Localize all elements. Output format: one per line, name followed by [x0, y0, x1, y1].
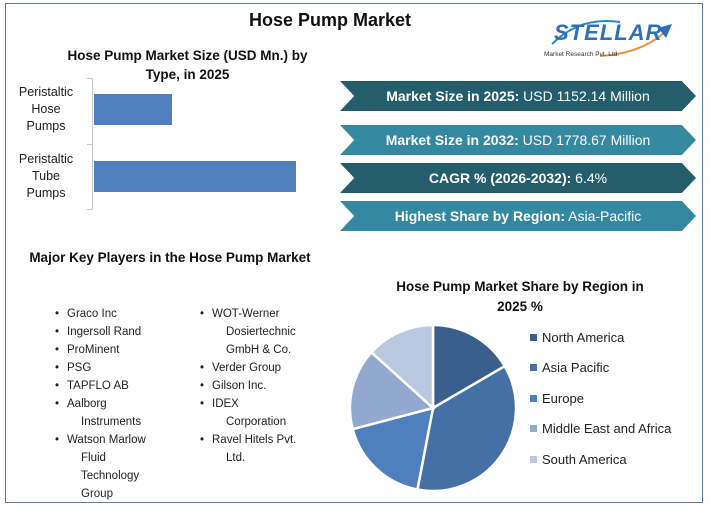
- logo-subtitle: Market Research Pvt. Ltd.: [544, 51, 620, 58]
- stat-value: 6.4%: [571, 170, 608, 186]
- legend-swatch-icon: [530, 455, 537, 463]
- label-line: Pumps: [26, 186, 66, 200]
- key-player-item: Aalborg Instruments: [55, 395, 146, 431]
- logo-swoosh-icon: [551, 20, 672, 57]
- key-player-item: Gilson Inc.: [200, 377, 296, 395]
- bar-label-tube: Peristaltic Tube Pumps: [10, 151, 82, 202]
- key-player-item: Ingersoll Rand: [55, 323, 146, 341]
- stat-value: USD 1778.67 Million: [518, 132, 651, 148]
- stat-label: Highest Share by Region:: [394, 208, 566, 224]
- key-player-name-line: PSG: [67, 362, 92, 374]
- key-player-name-line: Fluid: [81, 452, 106, 464]
- legend-label: Middle East and Africa: [542, 421, 672, 436]
- axis-tick: [87, 144, 93, 145]
- stat-banner-highest-region: Highest Share by Region: Asia-Pacific: [340, 201, 696, 231]
- key-player-item: Watson Marlow Fluid Technology Group: [55, 431, 146, 503]
- label-line: Pumps: [26, 119, 66, 133]
- bar-hose-pumps: [94, 94, 173, 125]
- legend-item-middle-east-and-africa: Middle East and Africa: [530, 419, 671, 439]
- pie-slice-south-america: [369, 324, 435, 411]
- key-player-name-line: Ingersoll Rand: [67, 326, 142, 338]
- key-player-item: Graco Inc: [55, 305, 146, 323]
- logo-word: STELLAR: [554, 20, 663, 45]
- bar-chart-title-line1: Hose Pump Market Size (USD Mn.) by: [67, 48, 308, 63]
- legend-label: Europe: [542, 390, 584, 406]
- legend-swatch-icon: [530, 333, 537, 341]
- stat-value: USD 1152.14 Million: [519, 88, 650, 104]
- key-player-item: ProMinent: [55, 341, 146, 359]
- key-player-name-line: Verder Group: [212, 362, 282, 374]
- key-player-name-line: Gilson Inc.: [212, 380, 267, 392]
- label-line: Peristaltic: [18, 85, 74, 99]
- legend-item-europe: Europe: [530, 388, 671, 408]
- key-player-name-line: Watson Marlow: [67, 434, 146, 446]
- players-list-col2: WOT-Werner Dosiertechnic GmbH & Co. Verder …: [200, 305, 296, 467]
- stat-label: Market Size in 2032:: [385, 132, 519, 148]
- pie-title-line1: Hose Pump Market Share by Region in: [396, 279, 644, 294]
- stat-value: Asia-Pacific: [565, 208, 642, 224]
- key-player-item: Verder Group: [200, 359, 296, 377]
- key-players-title: Major Key Players in the Hose Pump Marke…: [29, 250, 311, 265]
- players-list-col1: Graco Inc Ingersoll Rand ProMinent PSG TAPFL…: [55, 305, 146, 503]
- label-line: Peristaltic: [18, 152, 74, 166]
- legend-label: Asia Pacific: [542, 360, 610, 375]
- stat-banner-market-size-2025: Market Size in 2025: USD 1152.14 Million: [340, 81, 696, 111]
- pie-slice-europe: [351, 406, 435, 491]
- axis-tick: [87, 78, 93, 79]
- key-player-name-line: WOT-Werner: [212, 308, 280, 320]
- pie-slice-middle-east-and-africa: [349, 350, 436, 431]
- pie-slice-north-america: [431, 324, 507, 411]
- key-player-name-line: Ltd.: [226, 452, 246, 464]
- key-player-name-line: ProMinent: [67, 344, 120, 356]
- key-player-item: PSG: [55, 359, 146, 377]
- key-player-item: WOT-Werner Dosiertechnic GmbH & Co.: [200, 305, 296, 359]
- key-player-name-line: Ravel Hitels Pvt.: [212, 434, 297, 446]
- legend-label: North America: [542, 329, 625, 345]
- key-player-name-line: Corporation: [226, 416, 287, 428]
- key-player-name-line: GmbH & Co.: [226, 344, 292, 356]
- stat-banner-cagr: CAGR % (2026-2032): 6.4%: [340, 163, 696, 193]
- key-player-item: TAPFLO AB: [55, 377, 146, 395]
- legend-swatch-icon: [530, 394, 537, 402]
- legend-item-south-america: South America: [530, 449, 671, 469]
- bar-tube-pumps: [94, 161, 296, 192]
- stat-label: CAGR % (2026-2032):: [428, 170, 572, 186]
- legend-swatch-icon: [530, 364, 537, 371]
- key-player-item: Ravel Hitels Pvt. Ltd.: [200, 431, 296, 467]
- pie-slice-asia-pacific: [415, 364, 517, 492]
- key-player-name-line: Instruments: [81, 416, 142, 428]
- axis-tick: [87, 209, 93, 210]
- page-title: Hose Pump Market: [248, 10, 412, 30]
- pie-title-line2: 2025 %: [497, 299, 543, 314]
- label-line: Hose: [31, 102, 61, 116]
- stellar-logo: STELLAR Market Research Pvt. Ltd.: [540, 14, 680, 64]
- pie-chart-title: Hose Pump Market Share by Region in 2025…: [370, 277, 670, 317]
- label-line: Tube: [31, 169, 61, 183]
- key-player-name-line: IDEX: [212, 398, 239, 410]
- key-player-name-line: TAPFLO AB: [67, 380, 129, 392]
- legend-swatch-icon: [530, 425, 537, 432]
- legend-item-north-america: North America: [530, 327, 671, 347]
- legend-label: South America: [542, 451, 627, 467]
- rising-arrow-icon: [658, 24, 672, 38]
- stat-banner-market-size-2032: Market Size in 2032: USD 1778.67 Million: [340, 125, 696, 155]
- key-player-name-line: Technology: [81, 470, 140, 482]
- key-player-name-line: Group: [81, 488, 113, 500]
- key-player-name-line: Aalborg: [67, 398, 107, 410]
- key-player-name-line: Dosiertechnic: [226, 326, 296, 338]
- bar-chart-title: Hose Pump Market Size (USD Mn.) by Type,…: [50, 46, 325, 84]
- bar-chart-title-line2: Type, in 2025: [145, 67, 230, 82]
- stat-label: Market Size in 2025:: [386, 88, 520, 104]
- pie-legend: North America Asia Pacific Europe Middle Ea…: [530, 327, 671, 480]
- infographic-frame: [5, 3, 703, 503]
- bar-label-hose: Peristaltic Hose Pumps: [10, 84, 82, 135]
- pie-chart: [349, 324, 517, 492]
- key-player-name-line: Graco Inc: [67, 308, 117, 320]
- key-player-item: IDEX Corporation: [200, 395, 296, 431]
- legend-item-asia-pacific: Asia Pacific: [530, 358, 671, 378]
